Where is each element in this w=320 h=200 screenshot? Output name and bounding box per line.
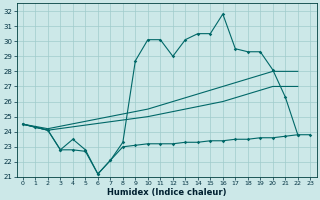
X-axis label: Humidex (Indice chaleur): Humidex (Indice chaleur) — [107, 188, 226, 197]
